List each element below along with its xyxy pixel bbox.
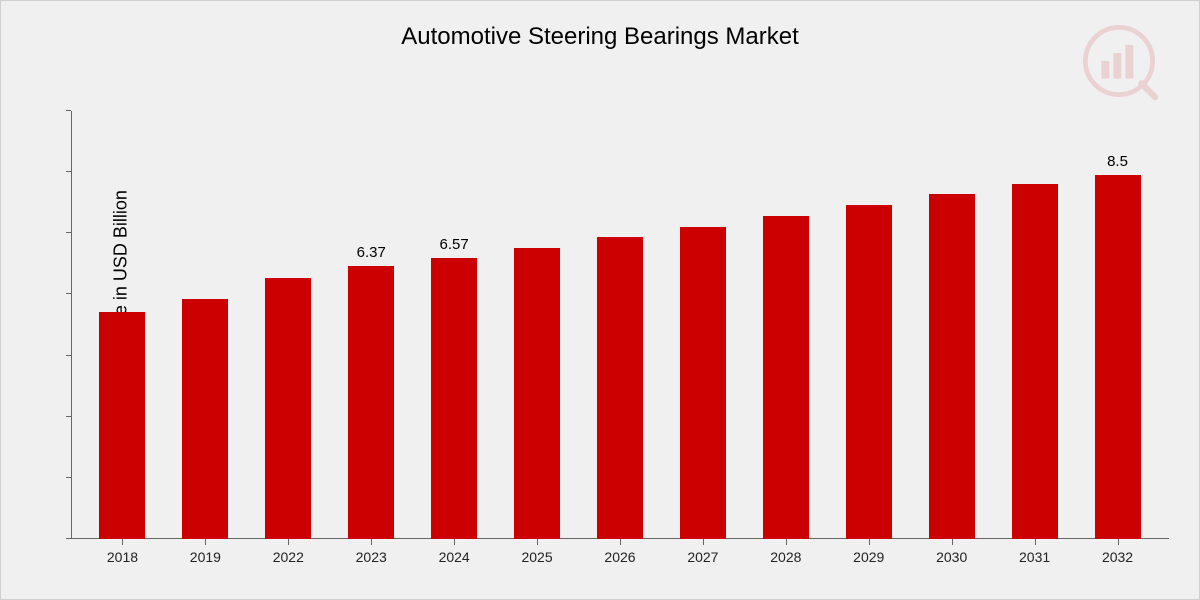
bar [514,248,560,539]
bar-slot [661,111,744,539]
x-tick-label: 2019 [164,549,247,579]
bar-slot [744,111,827,539]
y-tick-mark [66,171,71,172]
x-tick-label: 2024 [413,549,496,579]
bar-slot [579,111,662,539]
bar-value-label: 6.57 [440,236,469,253]
bar [99,312,145,539]
bar [1012,184,1058,539]
bar-value-label: 8.5 [1107,153,1128,170]
watermark-logo [1069,21,1169,101]
chart-title: Automotive Steering Bearings Market [1,23,1199,51]
x-tick-label: 2025 [496,549,579,579]
x-tick-label: 2027 [661,549,744,579]
y-tick-mark [66,232,71,233]
x-tick-label: 2022 [247,549,330,579]
bar-slot [910,111,993,539]
bar-slot: 8.5 [1076,111,1159,539]
bar [846,205,892,539]
bars-group: 6.37 6.57 8.5 [71,111,1169,539]
bar-slot [164,111,247,539]
bar [265,278,311,539]
bar [597,237,643,539]
x-tick-label: 2018 [81,549,164,579]
bar-slot [81,111,164,539]
x-tick-label: 2026 [579,549,662,579]
y-tick-mark [66,477,71,478]
y-tick-mark [66,416,71,417]
bar [929,194,975,539]
bar-slot [496,111,579,539]
y-tick-mark [66,538,71,539]
plot-area: 6.37 6.57 8.5 [71,111,1169,539]
bar [763,216,809,539]
y-tick-mark [66,355,71,356]
bar-slot: 6.37 [330,111,413,539]
x-tick-label: 2023 [330,549,413,579]
bar [680,227,726,539]
x-ticks-group: 2018201920222023202420252026202720282029… [71,549,1169,579]
x-tick-label: 2029 [827,549,910,579]
chart-container: Automotive Steering Bearings Market Mark… [0,0,1200,600]
bar-slot [247,111,330,539]
x-tick-label: 2032 [1076,549,1159,579]
y-tick-mark [66,293,71,294]
x-tick-label: 2030 [910,549,993,579]
bar-slot [827,111,910,539]
bar [1095,175,1141,539]
bar [348,266,394,539]
bar-slot: 6.57 [413,111,496,539]
x-tick-label: 2028 [744,549,827,579]
bar [182,299,228,539]
x-tick-label: 2031 [993,549,1076,579]
y-tick-mark [66,110,71,111]
bar [431,258,477,539]
bar-slot [993,111,1076,539]
bar-value-label: 6.37 [357,244,386,261]
